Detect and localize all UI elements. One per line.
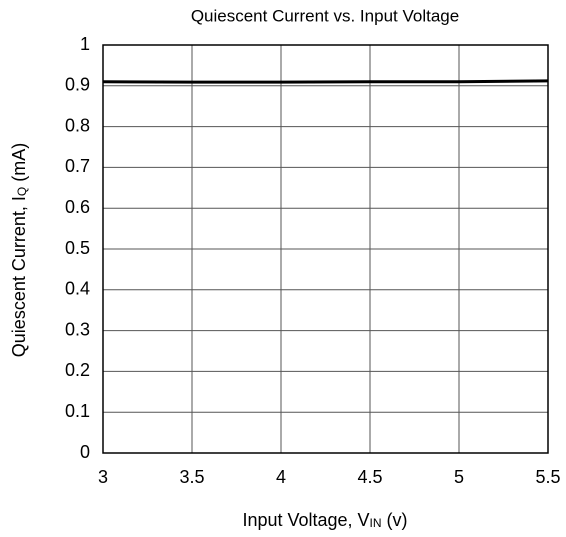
x-tick-label: 4.5 bbox=[357, 467, 382, 487]
y-tick-label: 0.8 bbox=[65, 115, 90, 135]
y-tick-label: 0.6 bbox=[65, 197, 90, 217]
y-tick-label: 0.4 bbox=[65, 279, 90, 299]
y-axis-label: Quiescent Current, IQ (mA) bbox=[9, 143, 29, 357]
y-tick-label: 1 bbox=[80, 34, 90, 54]
x-axis-label-main: Input Voltage, V bbox=[242, 510, 369, 530]
y-tick-label: 0.3 bbox=[65, 319, 90, 339]
y-tick-label: 0.1 bbox=[65, 401, 90, 421]
x-tick-label: 3.5 bbox=[179, 467, 204, 487]
y-axis-label-main: Quiescent Current, I bbox=[9, 196, 29, 357]
x-tick-label: 3 bbox=[98, 467, 108, 487]
x-tick-label: 4 bbox=[276, 467, 286, 487]
plot-border bbox=[102, 44, 549, 454]
y-axis-label-unit: (mA) bbox=[9, 143, 29, 187]
x-axis-label-sub: IN bbox=[370, 516, 382, 530]
y-tick-label: 0.9 bbox=[65, 75, 90, 95]
data-line bbox=[102, 79, 549, 84]
x-axis-label-unit: (v) bbox=[382, 510, 408, 530]
y-tick-label: 0.2 bbox=[65, 360, 90, 380]
x-tick-label: 5 bbox=[454, 467, 464, 487]
x-axis-label: Input Voltage, VIN (v) bbox=[242, 510, 407, 530]
y-tick-label: 0.5 bbox=[65, 238, 90, 258]
y-tick-label: 0 bbox=[80, 442, 90, 462]
y-tick-label: 0.7 bbox=[65, 156, 90, 176]
y-axis-label-sub: Q bbox=[15, 187, 29, 196]
x-tick-label: 5.5 bbox=[535, 467, 560, 487]
chart-title: Quiescent Current vs. Input Voltage bbox=[191, 6, 459, 25]
